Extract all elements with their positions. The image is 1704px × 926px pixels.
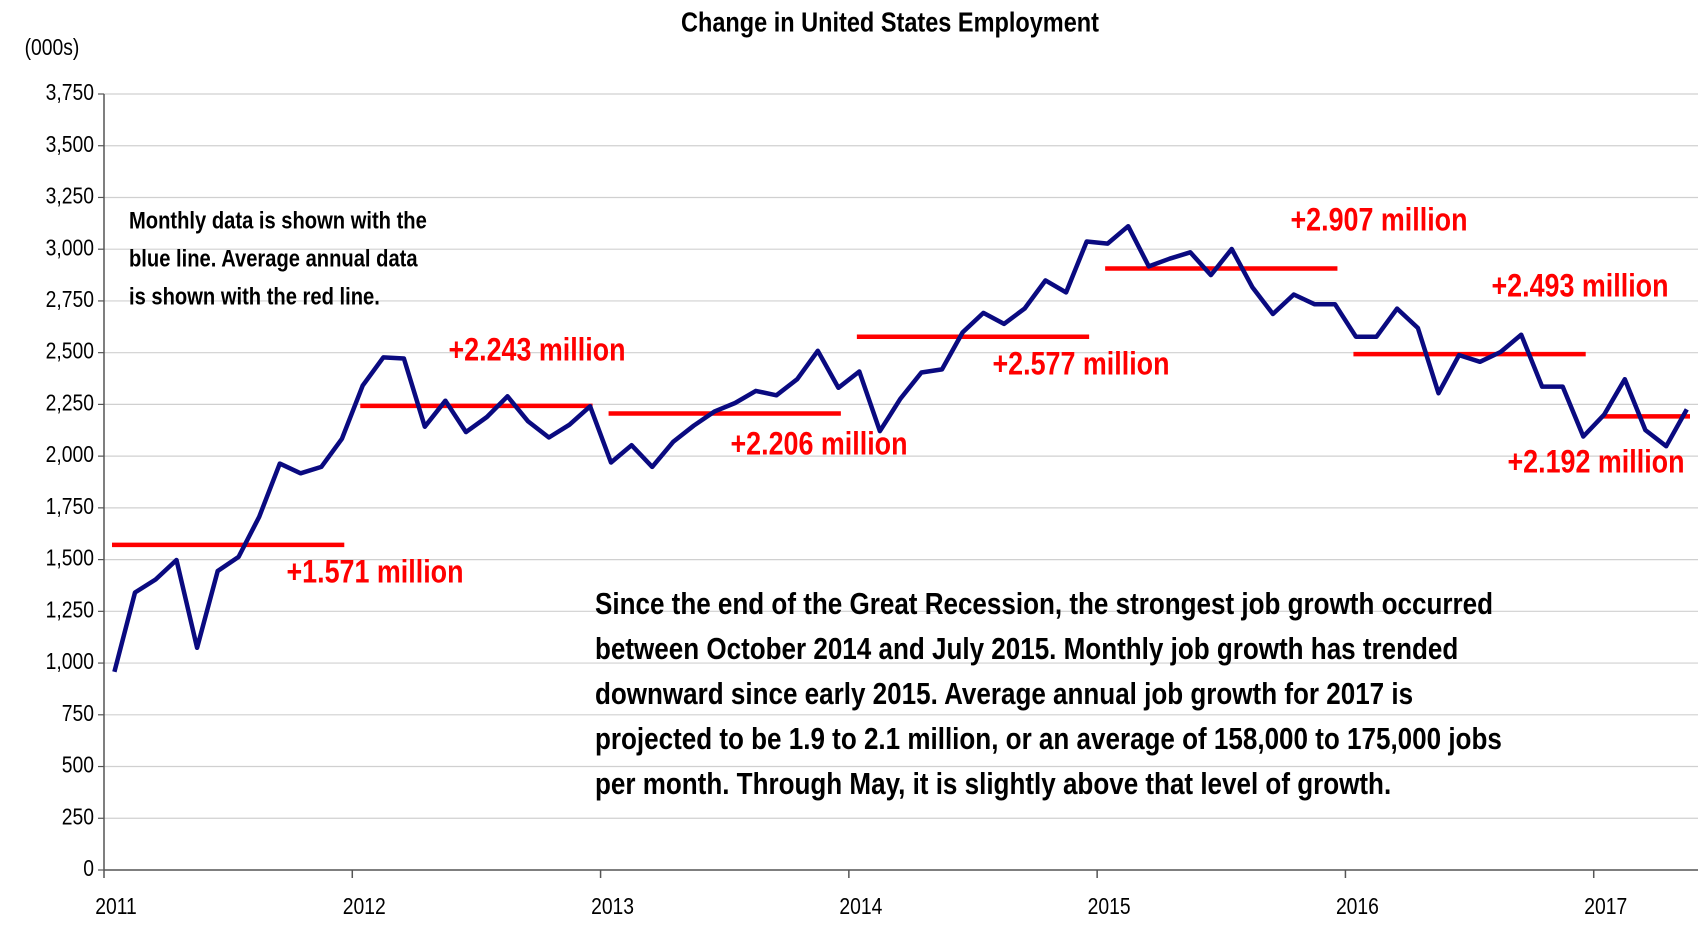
annotation: projected to be 1.9 to 2.1 million, or a… [595,722,1502,757]
y-axis-label: (000s) [25,36,80,61]
y-tick-label: 1,750 [46,494,94,519]
y-tick-label: 3,000 [46,236,94,261]
average-label: +2.907 million [1290,202,1467,238]
annotation: blue line. Average annual data [129,245,418,272]
y-tick-label: 500 [62,753,94,778]
annotation: downward since early 2015. Average annua… [595,677,1413,712]
annotation: between October 2014 and July 2015. Mont… [595,632,1458,667]
y-tick-label: 2,000 [46,443,94,468]
average-label: +2.243 million [448,332,625,368]
x-tick-label: 2011 [95,895,137,920]
y-tick-label: 2,250 [46,391,94,416]
y-tick-label: 3,250 [46,184,94,209]
x-tick-label: 2017 [1584,895,1627,920]
x-tick-label: 2015 [1088,895,1131,920]
data-line [112,223,1689,673]
x-tick-label: 2016 [1336,895,1379,920]
y-tick-label: 750 [62,701,94,726]
average-label: +1.571 million [286,554,463,590]
y-tick-label: 1,500 [46,546,94,571]
y-tick-label: 0 [83,857,94,882]
annotation: Since the end of the Great Recession, th… [595,587,1493,622]
x-tick-label: 2012 [343,895,386,920]
y-tick-label: 1,000 [46,650,94,675]
x-tick-label: 2014 [839,895,882,920]
annotation: Monthly data is shown with the [129,207,427,234]
annotation: is shown with the red line. [129,283,380,310]
average-label: +2.577 million [992,346,1169,382]
y-tick-label: 3,500 [46,132,94,157]
x-tick-label: 2013 [591,895,634,920]
y-tick-label: 3,750 [46,81,94,106]
average-label: +2.493 million [1491,268,1668,304]
annotation: per month. Through May, it is slightly a… [595,767,1391,802]
y-tick-label: 1,250 [46,598,94,623]
chart-title: Change in United States Employment [681,8,1099,38]
y-tick-label: 2,500 [46,339,94,364]
y-tick-label: 250 [62,805,94,830]
average-label: +2.192 million [1507,444,1684,480]
y-tick-label: 2,750 [46,288,94,313]
